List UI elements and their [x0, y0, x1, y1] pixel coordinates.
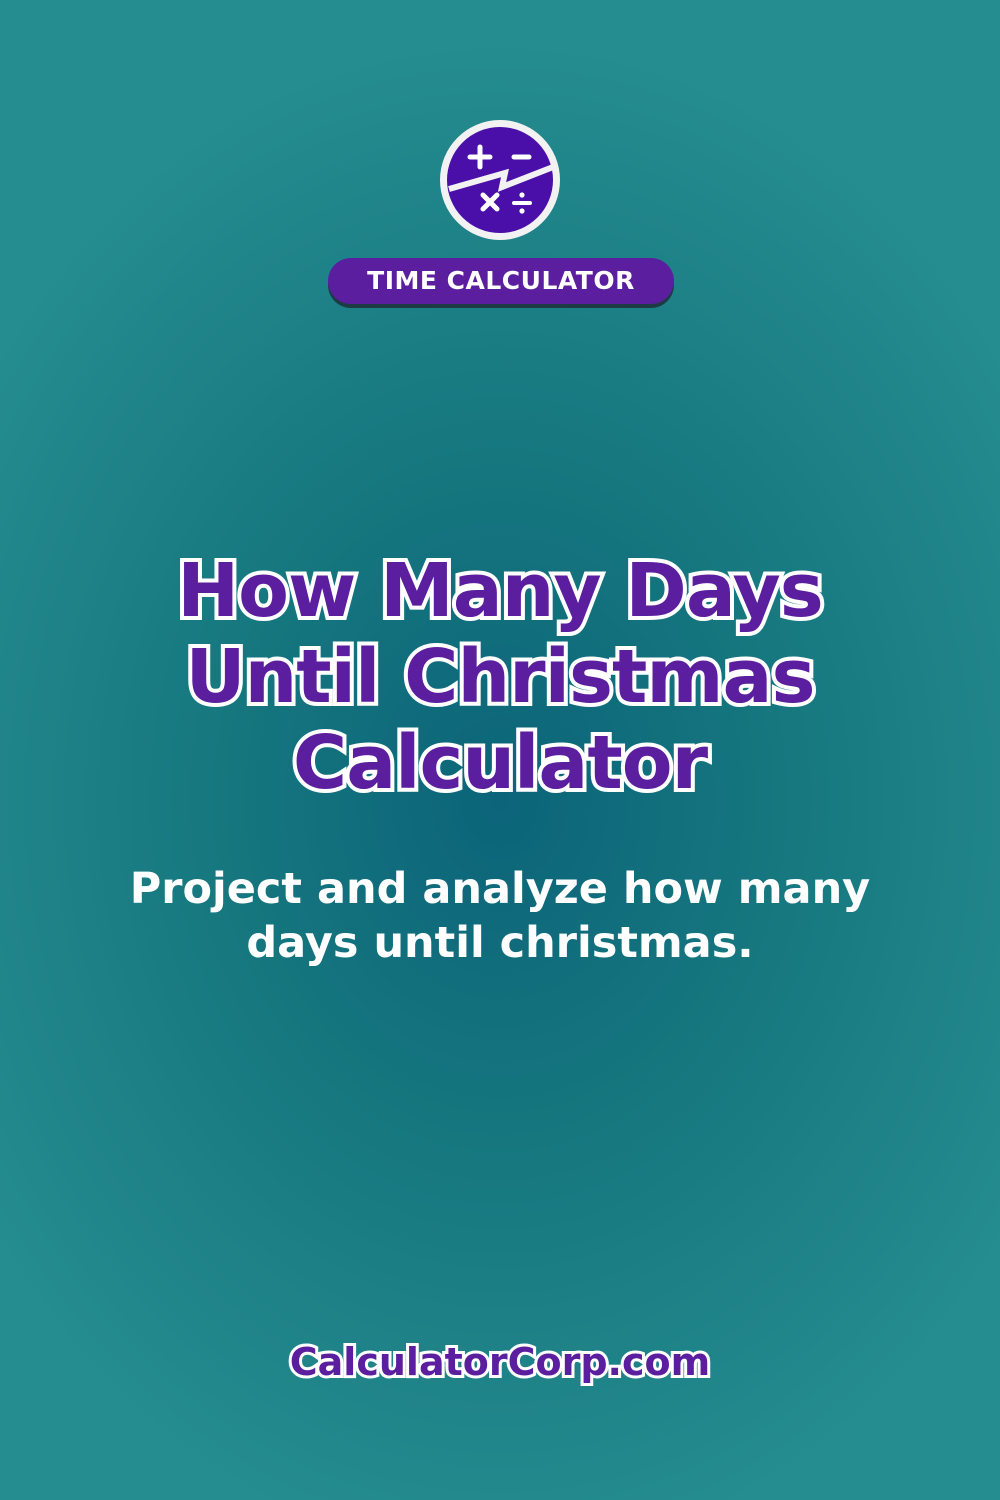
site-link[interactable]: CalculatorCorp.com	[287, 1337, 713, 1387]
title-line: How Many Days	[173, 544, 828, 638]
title-line: Calculator	[289, 716, 712, 810]
subtitle: Project and analyze how many days until …	[60, 862, 940, 970]
page-title: How Many Days Until Christmas Calculator	[0, 544, 1000, 810]
logo	[440, 120, 560, 240]
calculator-operators-icon	[447, 127, 553, 233]
category-badge: TIME CALCULATOR	[328, 258, 674, 304]
subtitle-line: days until christmas.	[246, 918, 754, 968]
subtitle-line: Project and analyze how many	[129, 864, 871, 914]
title-line: Until Christmas	[182, 630, 820, 724]
